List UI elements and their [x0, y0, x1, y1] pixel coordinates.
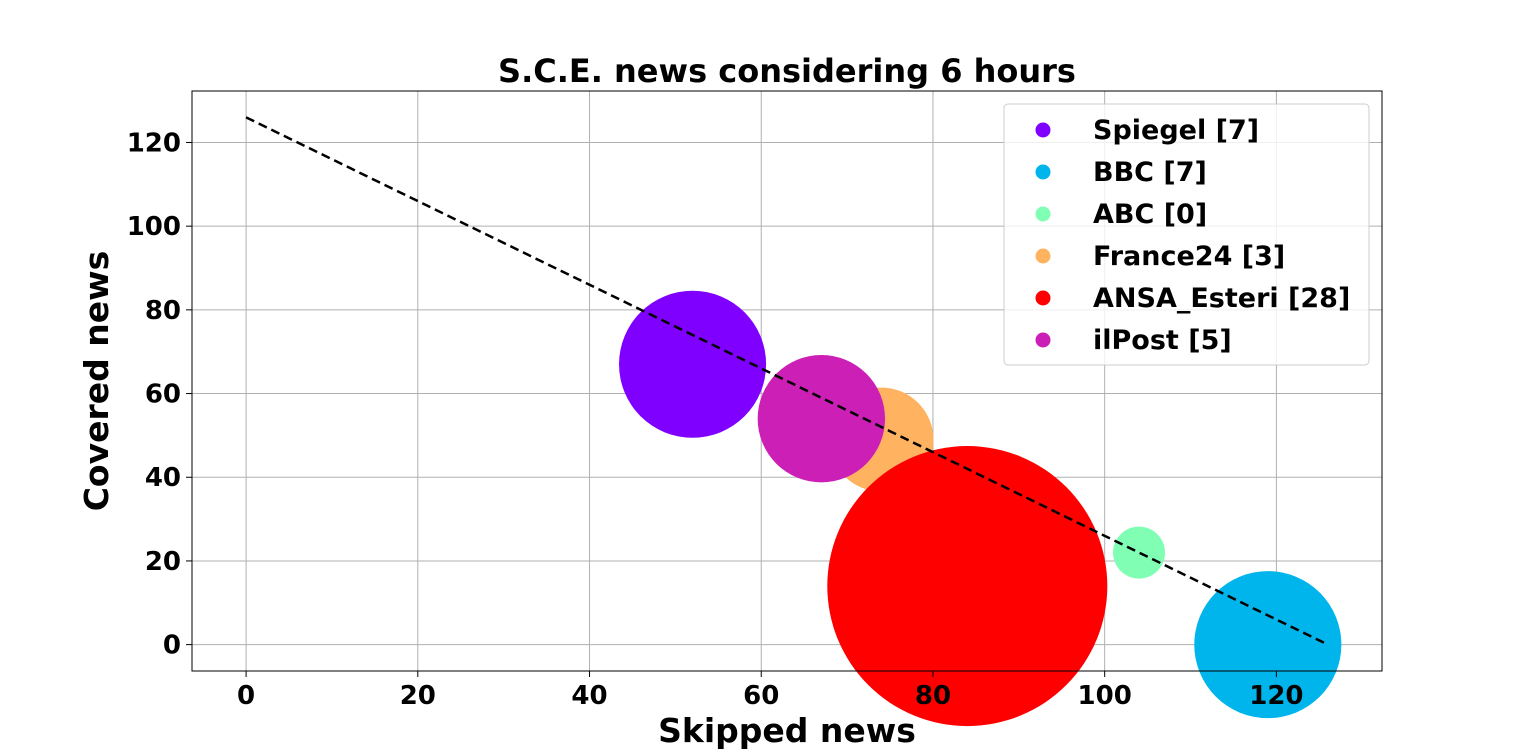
y-tick-label: 0 — [163, 631, 181, 661]
bubble-point — [757, 354, 886, 483]
legend-label: Spiegel [7] — [1093, 115, 1259, 146]
legend-marker — [1035, 332, 1051, 348]
x-axis-label: Skipped news — [658, 711, 916, 750]
legend-box — [1003, 103, 1370, 366]
x-tick-label: 80 — [915, 681, 951, 711]
x-tick-label: 0 — [237, 681, 255, 711]
legend-marker — [1035, 164, 1051, 180]
y-axis-label: Covered news — [77, 251, 116, 512]
legend-label: ilPost [5] — [1093, 325, 1232, 356]
legend: Spiegel [7] BBC [7] ABC [0] France24 [3] ANS… — [1003, 103, 1370, 366]
legend-marker — [1035, 206, 1051, 222]
bubbles — [619, 290, 1342, 727]
legend-label: ABC [0] — [1093, 199, 1207, 230]
x-tick-label: 100 — [1078, 681, 1132, 711]
trend-line-group — [245, 116, 1329, 646]
bubble-point — [1113, 526, 1166, 579]
y-tick-label: 80 — [145, 296, 181, 326]
legend-label: France24 [3] — [1093, 241, 1285, 272]
legend-marker — [1035, 248, 1051, 264]
y-tick-label: 100 — [127, 212, 181, 242]
y-tick-label: 40 — [145, 463, 181, 493]
legend-marker — [1035, 122, 1051, 138]
x-tick-label: 120 — [1249, 681, 1303, 711]
x-tick-label: 40 — [571, 681, 607, 711]
legend-label: BBC [7] — [1093, 157, 1207, 188]
ticks: 0 20 40 60 80 100 120 0 20 40 60 80 100 120 — [127, 128, 1304, 711]
trend-line — [245, 116, 1329, 646]
y-tick-label: 20 — [145, 547, 181, 577]
bubble-point — [827, 446, 1108, 727]
bubble-point — [1194, 571, 1342, 719]
legend-marker — [1035, 290, 1051, 306]
chart-title: S.C.E. news considering 6 hours — [498, 52, 1076, 90]
plot-frame — [191, 90, 1383, 672]
y-tick-label: 60 — [145, 380, 181, 410]
bubble-point — [619, 290, 767, 438]
legend-label: ANSA_Esteri [28] — [1093, 283, 1350, 314]
y-tick-label: 120 — [127, 128, 181, 158]
x-tick-label: 20 — [400, 681, 436, 711]
x-tick-label: 60 — [743, 681, 779, 711]
